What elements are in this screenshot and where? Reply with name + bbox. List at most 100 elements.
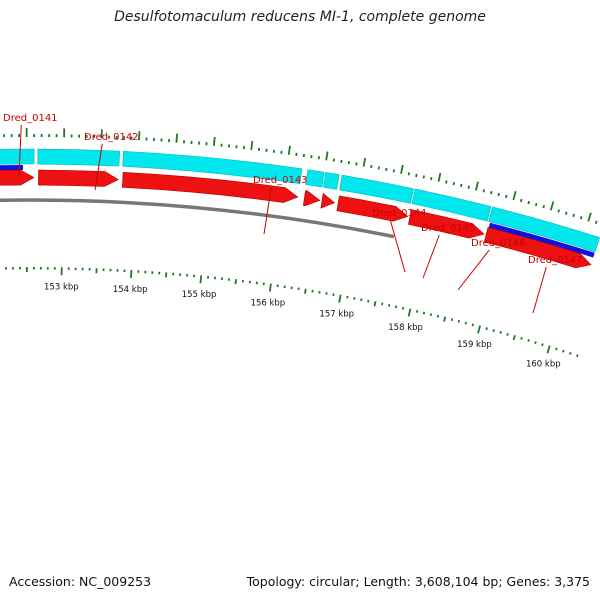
tick-mark bbox=[415, 173, 418, 178]
tick-mark bbox=[355, 162, 358, 166]
genome-backbone bbox=[0, 198, 395, 239]
scale-tick bbox=[520, 336, 523, 340]
tick-mark bbox=[497, 192, 501, 197]
gene-block bbox=[323, 172, 340, 190]
scale-tick bbox=[569, 351, 572, 355]
scale-tick bbox=[457, 319, 461, 323]
cds-arrow bbox=[408, 209, 485, 239]
gene-label-leader bbox=[263, 186, 272, 235]
tick-mark bbox=[430, 176, 433, 181]
scale-tick bbox=[436, 314, 440, 318]
cds-arrow bbox=[336, 195, 409, 222]
tick-mark bbox=[534, 202, 538, 207]
tick-mark bbox=[460, 183, 463, 188]
tick-mark bbox=[490, 190, 493, 195]
tick-mark bbox=[505, 194, 508, 199]
scale-tick bbox=[546, 345, 551, 354]
gene-label-leader bbox=[422, 234, 440, 279]
gene-label-dred_0145: Dred_0145 bbox=[421, 223, 476, 234]
scale-tick bbox=[541, 343, 544, 347]
tick-mark bbox=[385, 167, 388, 172]
rna-feature bbox=[0, 165, 24, 171]
scale-tick bbox=[199, 275, 203, 284]
gene-label-dred_0141: Dred_0141 bbox=[3, 113, 58, 124]
cds-arrow bbox=[38, 169, 119, 187]
cds-arrow bbox=[0, 169, 35, 186]
scale-tick bbox=[477, 325, 481, 334]
gene-label-dred_0146: Dred_0146 bbox=[471, 238, 526, 249]
tick-mark bbox=[549, 201, 555, 211]
tick-mark bbox=[542, 204, 545, 209]
cds-arrow bbox=[302, 190, 321, 207]
gene-block bbox=[37, 148, 120, 167]
tick-mark bbox=[519, 198, 523, 203]
tick-mark bbox=[370, 164, 373, 169]
scale-tick bbox=[388, 303, 391, 307]
tick-mark bbox=[475, 181, 479, 191]
cds-arrow bbox=[483, 227, 592, 269]
gene-block bbox=[122, 151, 303, 184]
tick-mark bbox=[452, 181, 456, 186]
scale-tick bbox=[304, 288, 307, 294]
scale-tick bbox=[373, 301, 377, 307]
scale-tick bbox=[443, 316, 447, 322]
scale-tick bbox=[464, 321, 468, 325]
scale-tick bbox=[429, 313, 433, 317]
scale-label: 155 kbp bbox=[182, 290, 217, 300]
scale-tick bbox=[562, 349, 565, 353]
scale-tick bbox=[401, 306, 405, 310]
gene-label-dred_0144: Dred_0144 bbox=[372, 208, 427, 219]
cds-arrow bbox=[122, 172, 299, 203]
gene-block bbox=[488, 206, 600, 253]
tick-mark bbox=[467, 185, 471, 189]
tick-mark bbox=[325, 151, 329, 161]
tick-mark bbox=[138, 131, 141, 141]
scale-tick bbox=[492, 329, 495, 332]
gene-label-leader bbox=[18, 124, 22, 177]
tick-mark bbox=[377, 166, 381, 170]
map-title: Desulfotomaculum reducens MI-1, complete… bbox=[114, 9, 486, 25]
scale-tick bbox=[485, 327, 488, 331]
tick-mark bbox=[587, 212, 592, 222]
scale-label: 154 kbp bbox=[113, 285, 148, 295]
scale-tick bbox=[450, 318, 454, 322]
tick-mark bbox=[407, 172, 411, 176]
gene-label-leader bbox=[457, 249, 490, 291]
scale-label: 159 kbp bbox=[457, 340, 492, 350]
tick-mark bbox=[400, 164, 404, 174]
scale-label: 153 kbp bbox=[44, 282, 79, 292]
scale-tick bbox=[534, 341, 537, 345]
gene-block bbox=[0, 148, 35, 165]
scale-tick bbox=[268, 283, 272, 292]
scale-tick bbox=[506, 332, 509, 336]
scale-tick bbox=[234, 279, 237, 285]
tick-mark bbox=[437, 172, 442, 182]
tick-mark bbox=[572, 213, 575, 218]
genome-summary-text: Topology: circular; Length: 3,608,104 bp… bbox=[246, 574, 590, 589]
scale-tick bbox=[471, 323, 474, 327]
scale-label: 160 kbp bbox=[526, 360, 561, 370]
tick-mark bbox=[445, 180, 448, 184]
scale-tick bbox=[415, 310, 419, 313]
cds-arrow bbox=[320, 192, 336, 209]
scale-tick bbox=[512, 334, 516, 341]
scale-tick bbox=[381, 302, 384, 306]
scale-tick bbox=[407, 308, 412, 317]
gene-block bbox=[411, 188, 492, 222]
gene-label-leader bbox=[389, 219, 406, 273]
gene-block bbox=[305, 169, 325, 188]
gene-label-dred_0147: Dred_0147 bbox=[528, 255, 583, 266]
scale-label: 158 kbp bbox=[388, 323, 423, 333]
tick-mark bbox=[564, 211, 568, 215]
tick-mark bbox=[250, 140, 254, 151]
tick-mark bbox=[287, 145, 291, 155]
tick-mark bbox=[212, 136, 216, 147]
tick-mark bbox=[512, 190, 517, 201]
gene-label-leader bbox=[94, 143, 103, 191]
scale-tick bbox=[499, 331, 502, 334]
gene-label-leader bbox=[532, 266, 547, 314]
tick-mark bbox=[347, 160, 351, 165]
scale-tick bbox=[527, 339, 530, 342]
